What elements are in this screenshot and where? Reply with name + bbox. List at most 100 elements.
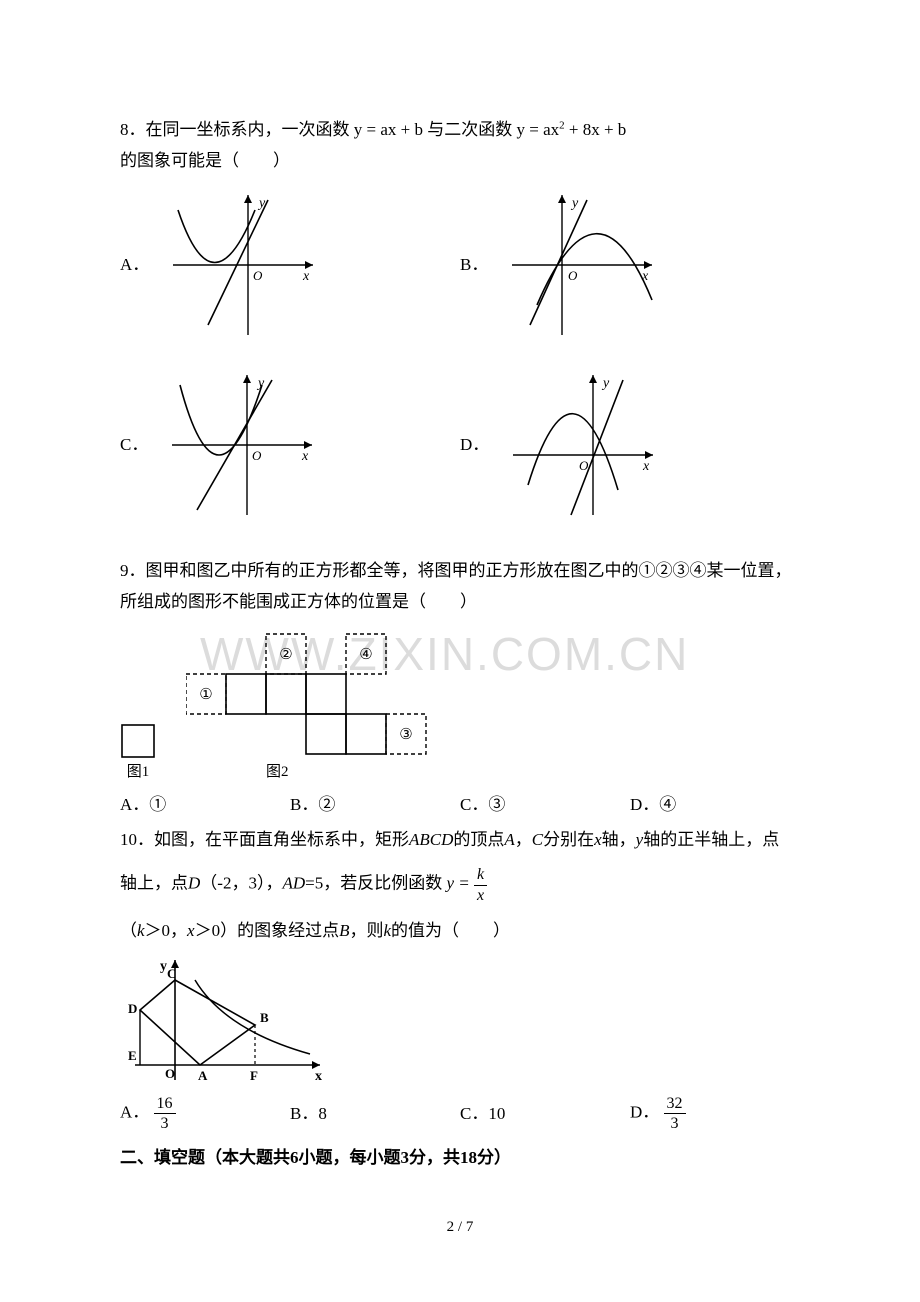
q8-d-label: D． — [460, 429, 489, 460]
q9-num: 9． — [120, 561, 146, 580]
q10-b-v: 8 — [318, 1104, 327, 1123]
q10-C: C — [532, 830, 543, 849]
q8-num: 8． — [120, 120, 146, 139]
q10-t5: 轴的正半轴上，点 — [643, 830, 779, 849]
svg-text:O: O — [165, 1066, 175, 1081]
q10-a: A． 163 — [120, 1094, 290, 1133]
q8-prefix: 在同一坐标系内，一次函数 — [146, 120, 354, 139]
q8-opt-d: D． y x O — [460, 365, 800, 525]
q10-c-v: 10 — [488, 1104, 505, 1123]
q10-b: B．8 — [290, 1098, 460, 1129]
q8-mid: 与二次函数 — [423, 120, 517, 139]
q8-suffix: 的图象可能是（ ） — [120, 151, 290, 170]
q10-a-l: A． — [120, 1103, 149, 1122]
q10-t5b: 轴上，点 — [120, 874, 188, 893]
q8-opt-a: A． y x O — [120, 185, 460, 345]
q10-abcd: ABCD — [409, 830, 453, 849]
q9-stem: 9．图甲和图乙中所有的正方形都全等，将图甲的正方形放在图乙中的①②③④某一位置，… — [120, 555, 800, 618]
q10-t4: 轴， — [602, 830, 636, 849]
svg-text:E: E — [128, 1048, 137, 1063]
section2-heading: 二、填空题（本大题共6小题，每小题3分，共18分） — [120, 1142, 800, 1173]
q10-line2: 轴上，点D（-2，3），AD=5，若反比例函数 y = kx — [120, 865, 800, 904]
q10-x: x — [594, 830, 602, 849]
svg-text:F: F — [250, 1068, 258, 1083]
q9-c-v: ③ — [488, 795, 505, 814]
q9-b-l: B． — [290, 795, 318, 814]
svg-text:x: x — [302, 269, 310, 284]
q9-d: D．④ — [630, 789, 800, 820]
svg-text:O: O — [252, 448, 262, 463]
q10-g0b: ＞0）的图象经过点 — [195, 921, 340, 940]
q10-line1: 10．如图，在平面直角坐标系中，矩形ABCD的顶点A，C分别在x轴，y轴的正半轴… — [120, 824, 800, 855]
q10-fd: x — [474, 886, 487, 905]
q10-a-d: 3 — [154, 1114, 176, 1133]
q10-line3: （k＞0，x＞0）的图象经过点B，则k的值为（ ） — [120, 915, 800, 946]
q10-d-d: 3 — [664, 1114, 686, 1133]
q9-a-v: ① — [149, 795, 166, 814]
q8-eq2a: y = ax — [516, 120, 559, 139]
q8-a-graph: y x O — [163, 185, 323, 345]
q10-num: 10． — [120, 830, 154, 849]
svg-text:①: ① — [199, 687, 212, 703]
q10-g0a: ＞0， — [145, 921, 188, 940]
q10-c1: ， — [515, 830, 532, 849]
q10-fy: y = — [446, 874, 474, 893]
svg-text:y: y — [601, 376, 610, 391]
q9-a-l: A． — [120, 795, 149, 814]
svg-text:②: ② — [279, 647, 292, 663]
svg-text:D: D — [128, 1001, 137, 1016]
svg-text:x: x — [301, 449, 309, 464]
q10-d: D． 323 — [630, 1094, 800, 1133]
q10-B: B — [339, 921, 349, 940]
q8-opt-b: B． y x O — [460, 185, 800, 345]
svg-text:O: O — [568, 268, 578, 283]
q8-c-label: C． — [120, 429, 148, 460]
q10-t1: 如图，在平面直角坐标系中，矩形 — [154, 830, 409, 849]
q9-c-l: C． — [460, 795, 488, 814]
q10-frac: kx — [474, 865, 487, 904]
q10-b-l: B． — [290, 1104, 318, 1123]
svg-text:④: ④ — [359, 647, 372, 663]
svg-text:x: x — [642, 459, 650, 474]
q8-a-label: A． — [120, 249, 149, 280]
q10-d-n: 32 — [664, 1094, 686, 1114]
q8-opt-c: C． y x O — [120, 365, 460, 525]
q10-a-n: 16 — [154, 1094, 176, 1114]
q9-d-v: ④ — [659, 795, 676, 814]
q10-d-frac: 323 — [664, 1094, 686, 1133]
svg-text:B: B — [260, 1010, 269, 1025]
q8-eq2b: + 8x + b — [565, 120, 627, 139]
q10-D: D — [188, 874, 200, 893]
q10-d-l: D． — [630, 1103, 659, 1122]
q8-eq1: y = ax + b — [354, 120, 423, 139]
q8-options: A． y x O B． — [120, 185, 800, 545]
q10-A: A — [504, 830, 514, 849]
q10-dc: （-2，3）， — [200, 874, 282, 893]
q9-options: A．① B．② C．③ D．④ — [120, 789, 800, 820]
q9-fig1: 图1 — [120, 723, 156, 787]
q10-a-frac: 163 — [154, 1094, 176, 1133]
q10-k: k — [137, 921, 145, 940]
q10-eq5: =5，若反比例函数 — [305, 874, 446, 893]
q8-d-graph: y x O — [503, 365, 663, 525]
q10-t3: 分别在 — [543, 830, 594, 849]
q10-x2: x — [187, 921, 195, 940]
q9-b-v: ② — [318, 795, 335, 814]
q9-a: A．① — [120, 789, 290, 820]
q9-text: 图甲和图乙中所有的正方形都全等，将图甲的正方形放在图乙中的①②③④某一位置，所组… — [120, 561, 792, 611]
svg-text:y: y — [160, 959, 167, 974]
q10-k2: k — [383, 921, 391, 940]
content: 8．在同一坐标系内，一次函数 y = ax + b 与二次函数 y = ax2 … — [120, 114, 800, 1173]
q10-c: C．10 — [460, 1098, 630, 1129]
q9-fig2: ① ② ④ ③ 图2 — [186, 624, 446, 787]
svg-text:C: C — [167, 966, 176, 981]
q9-fig1-cap: 图1 — [120, 759, 156, 787]
q8-stem: 8．在同一坐标系内，一次函数 y = ax + b 与二次函数 y = ax2 … — [120, 114, 800, 177]
svg-text:③: ③ — [399, 727, 412, 743]
svg-text:y: y — [570, 196, 579, 211]
q9-fig2-cap: 图2 — [266, 759, 446, 787]
page-number: 2 / 7 — [0, 1214, 920, 1242]
q10-l3c: 的值为（ ） — [391, 921, 510, 940]
q8-b-graph: y x O — [502, 185, 662, 345]
svg-text:A: A — [198, 1068, 208, 1083]
